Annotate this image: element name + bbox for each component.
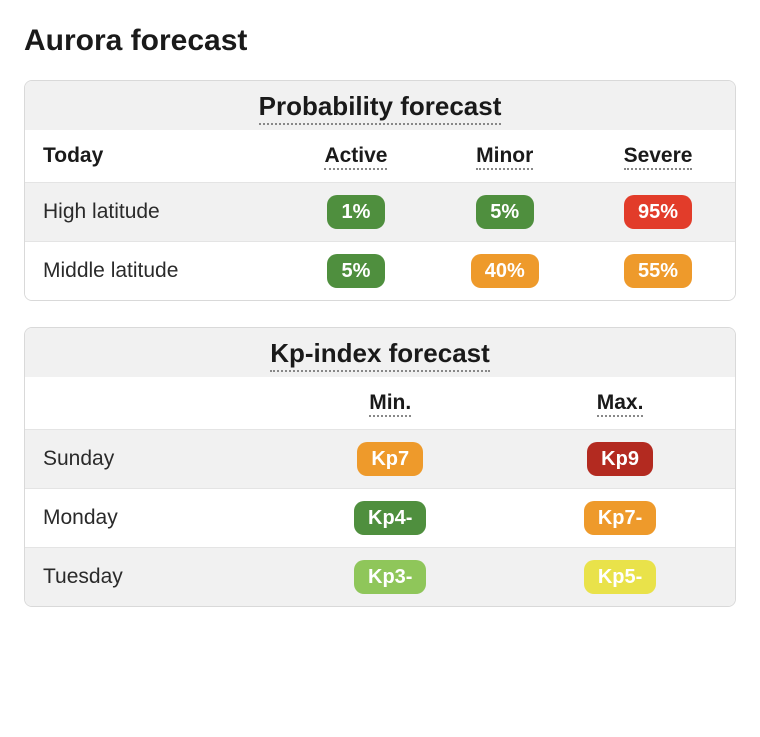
value-badge: Kp4-	[354, 501, 426, 535]
probability-first-col-header: Today	[25, 130, 283, 183]
value-cell: 40%	[428, 242, 581, 301]
probability-panel: Probability forecast Today Active Minor …	[24, 80, 736, 301]
row-label: High latitude	[25, 183, 283, 242]
probability-header-row: Today Active Minor Severe	[25, 130, 735, 183]
value-cell: 1%	[283, 183, 428, 242]
kp-panel-header: Kp-index forecast	[25, 328, 735, 377]
kp-panel: Kp-index forecast Min. Max. Sunday Kp7 Kp9…	[24, 327, 736, 607]
table-row: Sunday Kp7 Kp9	[25, 430, 735, 489]
value-cell: Kp5-	[505, 548, 735, 607]
value-badge: 55%	[624, 254, 692, 288]
kp-tbody: Sunday Kp7 Kp9 Monday Kp4- Kp7- Tuesday Kp3- Kp5…	[25, 430, 735, 607]
value-badge: 5%	[476, 195, 534, 229]
probability-col-label: Severe	[624, 144, 693, 170]
value-badge: Kp9	[587, 442, 653, 476]
value-cell: 55%	[581, 242, 735, 301]
value-badge: 95%	[624, 195, 692, 229]
probability-title: Probability forecast	[259, 91, 502, 125]
table-row: Tuesday Kp3- Kp5-	[25, 548, 735, 607]
table-row: Middle latitude 5% 40% 55%	[25, 242, 735, 301]
value-cell: 5%	[283, 242, 428, 301]
kp-col-header: Max.	[505, 377, 735, 430]
probability-col-header: Active	[283, 130, 428, 183]
probability-col-label: Active	[324, 144, 387, 170]
probability-col-header: Minor	[428, 130, 581, 183]
value-badge: 1%	[327, 195, 385, 229]
kp-first-col-header	[25, 377, 275, 430]
row-label: Monday	[25, 489, 275, 548]
table-row: Monday Kp4- Kp7-	[25, 489, 735, 548]
value-cell: 95%	[581, 183, 735, 242]
probability-col-header: Severe	[581, 130, 735, 183]
value-cell: Kp7	[275, 430, 505, 489]
value-badge: Kp3-	[354, 560, 426, 594]
value-cell: Kp9	[505, 430, 735, 489]
page-title: Aurora forecast	[24, 24, 736, 58]
value-cell: 5%	[428, 183, 581, 242]
value-badge: Kp7	[357, 442, 423, 476]
value-badge: 40%	[471, 254, 539, 288]
kp-col-header: Min.	[275, 377, 505, 430]
kp-col-label: Min.	[369, 391, 411, 417]
kp-table: Min. Max. Sunday Kp7 Kp9 Monday Kp4- Kp7- Tues…	[25, 377, 735, 606]
value-badge: Kp7-	[584, 501, 656, 535]
row-label: Middle latitude	[25, 242, 283, 301]
value-cell: Kp7-	[505, 489, 735, 548]
value-cell: Kp4-	[275, 489, 505, 548]
row-label: Tuesday	[25, 548, 275, 607]
row-label: Sunday	[25, 430, 275, 489]
kp-title: Kp-index forecast	[270, 338, 490, 372]
kp-col-label: Max.	[597, 391, 644, 417]
probability-panel-header: Probability forecast	[25, 81, 735, 130]
table-row: High latitude 1% 5% 95%	[25, 183, 735, 242]
value-cell: Kp3-	[275, 548, 505, 607]
value-badge: 5%	[327, 254, 385, 288]
probability-table: Today Active Minor Severe High latitude 1…	[25, 130, 735, 300]
probability-col-label: Minor	[476, 144, 533, 170]
probability-tbody: High latitude 1% 5% 95% Middle latitude 5% 40%…	[25, 183, 735, 301]
kp-header-row: Min. Max.	[25, 377, 735, 430]
value-badge: Kp5-	[584, 560, 656, 594]
